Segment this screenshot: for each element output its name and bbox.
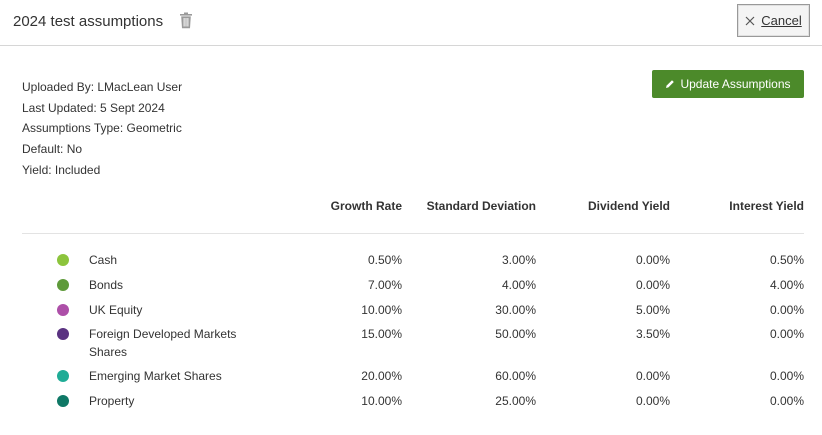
column-header-standard-deviation: Standard Deviation <box>426 199 536 213</box>
growth-rate-cell: 15.00% <box>361 327 402 341</box>
growth-rate-cell: 10.00% <box>361 303 402 317</box>
standard-deviation-cell: 50.00% <box>495 327 536 341</box>
standard-deviation-cell: 4.00% <box>501 278 536 292</box>
dividend-yield-cell: 5.00% <box>635 303 670 317</box>
asset-color-dot <box>57 328 69 340</box>
column-header-interest-yield: Interest Yield <box>729 199 804 213</box>
dividend-yield-cell: 3.50% <box>635 327 670 341</box>
asset-color-dot <box>57 370 69 382</box>
pencil-icon <box>666 80 675 88</box>
asset-color-dot <box>57 279 69 291</box>
table-header: Growth Rate Standard Deviation Dividend … <box>0 199 822 213</box>
page-title: 2024 test assumptions <box>13 13 164 30</box>
default-flag: Default: No <box>22 142 83 157</box>
update-assumptions-label: Update Assumptions <box>680 77 791 91</box>
assumption-details: Uploaded By: LMacLean User Last Updated:… <box>22 77 182 180</box>
asset-name: Cash <box>89 253 118 267</box>
uploaded-by: Uploaded By: LMacLean User <box>22 80 183 94</box>
header-divider <box>22 233 804 234</box>
update-assumptions-button[interactable]: Update Assumptions <box>652 70 804 98</box>
interest-yield-cell: 0.50% <box>769 253 804 267</box>
assumptions-type: Assumptions Type: Geometric <box>22 121 182 136</box>
interest-yield-cell: 0.00% <box>769 369 804 383</box>
asset-name: Emerging Market Shares <box>89 369 222 383</box>
column-header-growth-rate: Growth Rate <box>330 199 402 213</box>
asset-color-dot <box>57 395 69 407</box>
standard-deviation-cell: 25.00% <box>495 394 536 408</box>
growth-rate-cell: 10.00% <box>361 394 402 408</box>
interest-yield-cell: 4.00% <box>769 278 804 292</box>
modal-header: 2024 test assumptions Cancel <box>0 0 822 46</box>
asset-name: Foreign Developed Markets Shares <box>89 327 237 359</box>
asset-name: UK Equity <box>89 303 143 317</box>
last-updated: Last Updated: 5 Sept 2024 <box>22 100 165 115</box>
asset-name: Bonds <box>89 278 124 292</box>
column-header-dividend-yield: Dividend Yield <box>587 199 670 213</box>
standard-deviation-cell: 30.00% <box>495 303 536 317</box>
asset-color-dot <box>57 254 69 266</box>
growth-rate-cell: 7.00% <box>367 278 402 292</box>
cancel-button[interactable]: Cancel <box>737 4 810 37</box>
cancel-label: Cancel <box>761 13 802 28</box>
standard-deviation-cell: 60.00% <box>495 369 536 383</box>
dividend-yield-cell: 0.00% <box>635 253 670 267</box>
asset-name: Property <box>89 394 135 408</box>
growth-rate-cell: 20.00% <box>361 369 402 383</box>
standard-deviation-cell: 3.00% <box>501 253 536 267</box>
interest-yield-cell: 0.00% <box>769 303 804 317</box>
growth-rate-cell: 0.50% <box>367 253 402 267</box>
close-icon <box>745 16 755 25</box>
dividend-yield-cell: 0.00% <box>635 394 670 408</box>
dividend-yield-cell: 0.00% <box>635 369 670 383</box>
yield-flag: Yield: Included <box>22 162 101 177</box>
interest-yield-cell: 0.00% <box>769 327 804 341</box>
trash-icon[interactable] <box>179 12 193 29</box>
dividend-yield-cell: 0.00% <box>635 278 670 292</box>
asset-color-dot <box>57 304 69 316</box>
interest-yield-cell: 0.00% <box>769 394 804 408</box>
